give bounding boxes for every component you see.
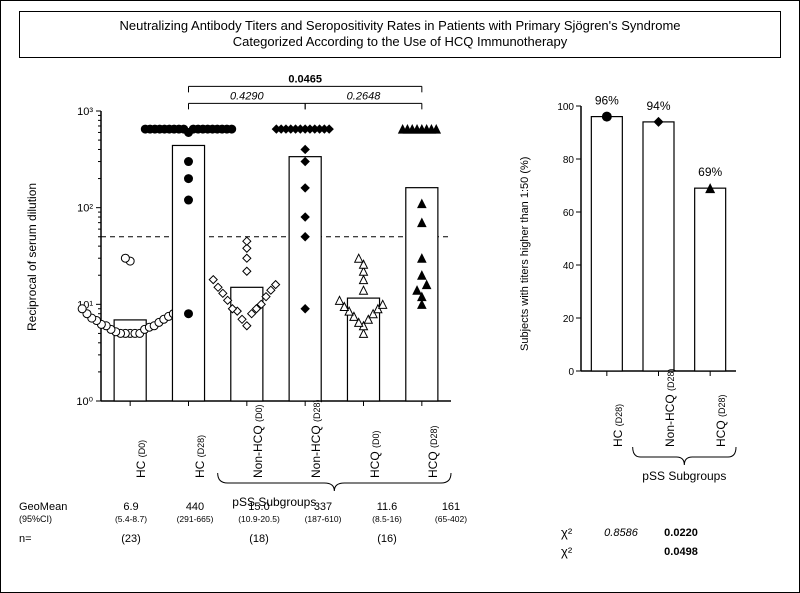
right-bar-panel: 0 20 40 60 80 100 96% 94% 69% xyxy=(551,81,741,381)
svg-text:40: 40 xyxy=(563,261,575,272)
svg-text:96%: 96% xyxy=(595,94,619,108)
svg-text:0.0465: 0.0465 xyxy=(288,73,322,85)
geomean-row: GeoMean(95%CI)6.9(5.4-8.7)440(291-665)15… xyxy=(19,501,489,525)
right-y-axis-title: Subjects with titers higher than 1:50 (%… xyxy=(519,157,531,351)
svg-text:10⁰: 10⁰ xyxy=(76,396,93,408)
chi-square-table: χ²0.85860.0220 χ²0.0498 xyxy=(561,521,781,559)
n-cell: (18) xyxy=(227,533,291,545)
geomean-cell: 161(65-402) xyxy=(419,501,483,525)
chi-row: χ²0.0498 xyxy=(561,544,781,559)
figure-title-box: Neutralizing Antibody Titers and Seropos… xyxy=(19,11,781,58)
svg-text:10²: 10² xyxy=(77,203,93,215)
right-x-tick-labels: HC (D28)Non-HCQ (D28)HCQ (D28) xyxy=(551,381,741,451)
title-line-1: Neutralizing Antibody Titers and Seropos… xyxy=(119,18,680,33)
geomean-cell: 6.9(5.4-8.7) xyxy=(99,501,163,525)
right-x-label: HCQ (D28) xyxy=(714,394,728,447)
chi-cell: 0.0220 xyxy=(651,527,711,539)
left-x-tick-labels: HC (D0)HC (D28)Non-HCQ (D0)Non-HCQ (D28)… xyxy=(61,416,461,486)
left-x-label: Non-HCQ (D0) xyxy=(251,404,265,478)
svg-text:60: 60 xyxy=(563,208,575,219)
n-row: n=(23)(18)(16) xyxy=(19,533,489,545)
svg-text:10³: 10³ xyxy=(77,106,93,118)
n-cell: (16) xyxy=(355,533,419,545)
left-x-label: HCQ (D0) xyxy=(368,431,382,479)
svg-text:20: 20 xyxy=(563,314,575,325)
geomean-table: GeoMean(95%CI)6.9(5.4-8.7)440(291-665)15… xyxy=(19,501,489,545)
svg-text:100: 100 xyxy=(557,102,574,113)
left-x-label: HC (D28) xyxy=(193,435,207,478)
figure-page: Neutralizing Antibody Titers and Seropos… xyxy=(0,0,800,593)
right-x-label: HC (D28) xyxy=(611,404,625,447)
svg-text:80: 80 xyxy=(563,155,575,166)
right-x-label: Non-HCQ (D28) xyxy=(663,368,677,447)
svg-text:0.4290: 0.4290 xyxy=(230,90,265,102)
geomean-cell: 15.0(10.9-20.5) xyxy=(227,501,291,525)
left-chart-svg: 10⁰10¹10²10³0.04650.42900.2648 xyxy=(61,71,461,411)
geomean-cell: 337(187-610) xyxy=(291,501,355,525)
geomean-cell: 11.6(8.5-16) xyxy=(355,501,419,525)
left-x-label: HC (D0) xyxy=(134,440,148,478)
svg-text:69%: 69% xyxy=(698,165,722,179)
svg-text:94%: 94% xyxy=(646,99,670,113)
svg-text:0.2648: 0.2648 xyxy=(347,90,382,102)
right-chart-svg: 0 20 40 60 80 100 96% 94% 69% xyxy=(551,81,741,381)
geomean-cell: 440(291-665) xyxy=(163,501,227,525)
chi-cell: 0.0498 xyxy=(651,546,711,558)
left-x-label: Non-HCQ (D28) xyxy=(309,399,323,478)
right-x-axis-title: pSS Subgroups xyxy=(634,469,734,483)
chi-cell: 0.8586 xyxy=(591,527,651,539)
n-cell: (23) xyxy=(99,533,163,545)
left-y-axis-title: Reciprocal of serum dilution xyxy=(25,183,39,331)
left-x-label: HCQ (D28) xyxy=(426,425,440,478)
chi-row: χ²0.85860.0220 xyxy=(561,525,781,540)
left-scatter-panel: 10⁰10¹10²10³0.04650.42900.2648 xyxy=(61,71,461,411)
svg-text:0: 0 xyxy=(568,367,574,378)
title-line-2: Categorized According to the Use of HCQ … xyxy=(233,34,568,49)
